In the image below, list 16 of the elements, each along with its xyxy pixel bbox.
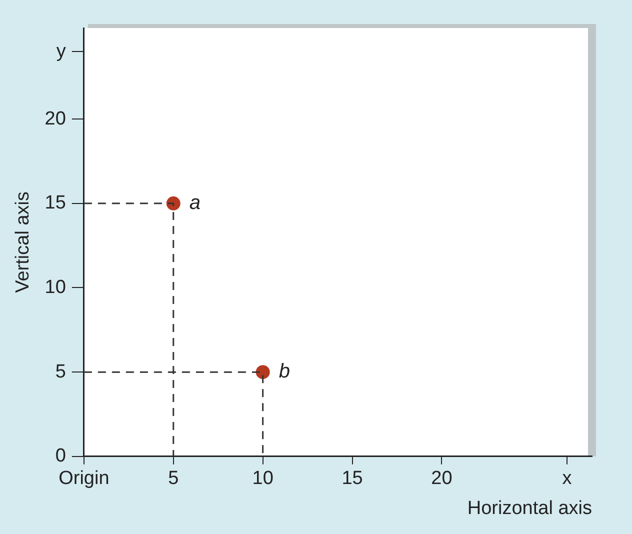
x-tick-label: 5 [168, 468, 179, 490]
x-tick-label: Origin [58, 468, 110, 490]
annotation: a [189, 192, 201, 214]
y-tick-label: 15 [44, 192, 66, 214]
x-tick-label: 20 [431, 468, 452, 490]
y-tick-label: y [56, 40, 66, 62]
y-tick-label: 10 [44, 276, 66, 298]
x-axis-title: Horizontal axis [467, 498, 592, 519]
annotation: b [278, 360, 290, 383]
y-tick-label: 0 [55, 446, 66, 467]
y-tick-label: 5 [55, 361, 66, 382]
x-tick-label: 15 [342, 468, 363, 490]
x-tick-label: x [562, 468, 572, 490]
y-axis-title: Vertical axis [12, 192, 34, 293]
y-tick-label: 20 [44, 108, 66, 130]
x-tick-label: 10 [252, 468, 274, 490]
